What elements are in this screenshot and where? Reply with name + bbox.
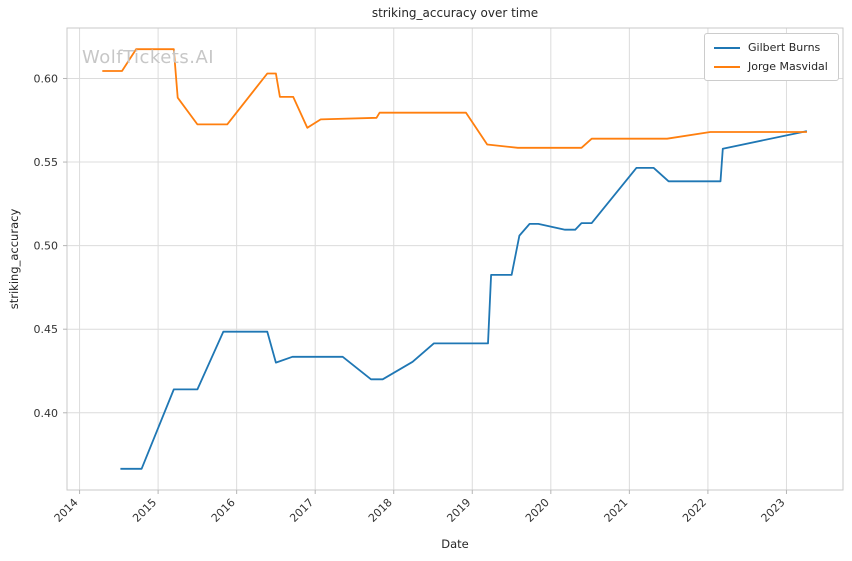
x-tick-label: 2018 bbox=[366, 496, 395, 525]
legend-label: Gilbert Burns bbox=[748, 41, 821, 54]
legend: Gilbert Burns Jorge Masvidal bbox=[704, 33, 839, 81]
x-tick-label: 2023 bbox=[759, 496, 788, 525]
y-tick-label: 0.50 bbox=[34, 240, 59, 253]
legend-line-swatch bbox=[714, 65, 740, 68]
legend-label: Jorge Masvidal bbox=[748, 60, 828, 73]
x-tick-label: 2022 bbox=[680, 496, 709, 525]
x-tick-label: 2019 bbox=[444, 496, 473, 525]
y-tick-label: 0.60 bbox=[34, 72, 59, 85]
x-axis-label: Date bbox=[441, 537, 469, 551]
legend-item-gilbert-burns: Gilbert Burns bbox=[714, 40, 828, 55]
x-tick-label: 2021 bbox=[601, 496, 630, 525]
y-tick-label: 0.40 bbox=[34, 407, 59, 420]
plot-border bbox=[66, 27, 844, 491]
x-tick-label: 2015 bbox=[130, 496, 159, 525]
series-line-gilbert-burns bbox=[120, 130, 808, 470]
y-tick-label: 0.55 bbox=[34, 156, 59, 169]
legend-line-swatch bbox=[714, 46, 740, 49]
y-axis-label: striking_accuracy bbox=[7, 208, 21, 310]
x-tick-label: 2014 bbox=[52, 496, 81, 525]
chart-title: striking_accuracy over time bbox=[371, 6, 539, 20]
legend-item-jorge-masvidal: Jorge Masvidal bbox=[714, 59, 828, 74]
series-line-jorge-masvidal bbox=[102, 48, 807, 149]
x-tick-label: 2020 bbox=[523, 496, 552, 525]
x-tick-label: 2016 bbox=[209, 496, 238, 525]
y-tick-label: 0.45 bbox=[34, 323, 59, 336]
watermark: WolfTickets.AI bbox=[82, 47, 215, 68]
x-tick-label: 2017 bbox=[287, 496, 316, 525]
